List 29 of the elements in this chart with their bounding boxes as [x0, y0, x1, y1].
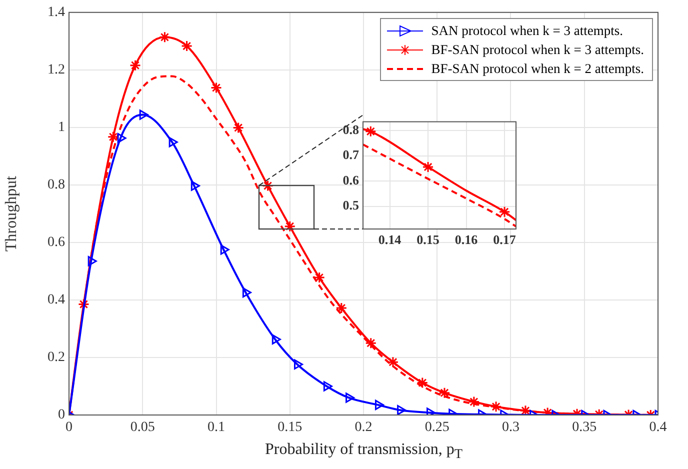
y-axis-title: Throughput	[2, 175, 20, 252]
legend-label: SAN protocol when k = 3 attempts.	[431, 22, 623, 40]
x-tick-label: 0.35	[572, 420, 597, 436]
y-tick-label: 0.7	[342, 147, 360, 162]
x-axis-title: Probability of transmission, p$_{T}$	[265, 441, 462, 462]
legend-label: BF-SAN protocol when k = 3 attempts.	[431, 41, 644, 60]
x-tick-label: 0.2	[354, 420, 372, 436]
x-tick-label: 0.3	[502, 420, 520, 436]
y-tick-label: 0	[58, 408, 65, 423]
x-tick-label: 0.1	[208, 420, 225, 436]
y-tick-label: 0.8	[342, 122, 360, 137]
x-tick-label: 0.15	[278, 420, 302, 436]
y-tick-label: 1.2	[48, 62, 65, 78]
x-tick-label: 0.17	[493, 232, 516, 248]
y-tick-label: 0.4	[48, 292, 65, 308]
y-tick-label: 0.8	[48, 178, 65, 193]
y-tick-label: 0.5	[342, 198, 360, 213]
y-tick-label: 1.4	[48, 5, 65, 20]
x-tick-label: 0.16	[454, 232, 478, 248]
x-tick-label: 0.14	[378, 232, 402, 248]
y-tick-label: 0.6	[342, 172, 360, 188]
x-tick-label: 0.05	[130, 420, 155, 436]
y-tick-label: 1	[58, 120, 65, 136]
x-tick-label: 0.25	[424, 420, 450, 436]
y-tick-label: 0.6	[48, 235, 65, 250]
y-tick-label: 0.2	[48, 350, 65, 366]
x-tick-label: 0.15	[416, 232, 440, 248]
legend-label: BF-SAN protocol when k = 2 attempts.	[431, 60, 644, 78]
x-tick-label: 0.4	[649, 420, 667, 436]
